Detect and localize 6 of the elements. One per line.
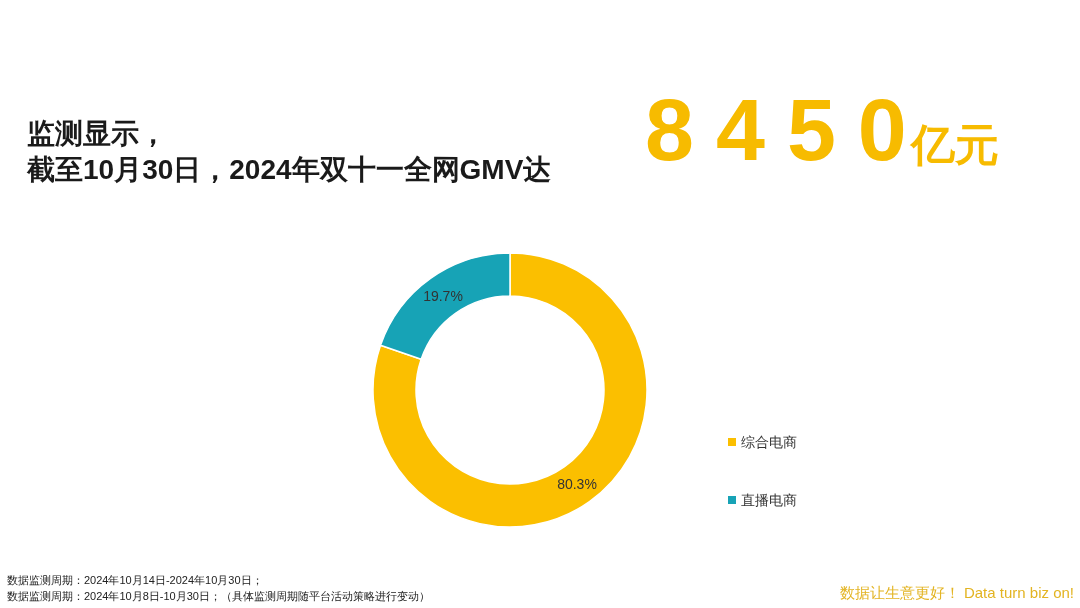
annotation: 数据让生意更好！ Data turn biz on! <box>839 584 1074 601</box>
annotation: 数据监测周期：2024年10月8日-10月30日；（具体监测周期随平台活动策略进行变动） <box>7 590 430 602</box>
annotation: 8450亿元 <box>645 80 999 179</box>
subtitle: 截至10月30日，2024年双十一全网GMV达 <box>27 154 552 185</box>
annotation: 数据监测周期：2024年10月14日-2024年10月30日； <box>7 574 263 586</box>
title: 监测显示， <box>27 118 167 149</box>
